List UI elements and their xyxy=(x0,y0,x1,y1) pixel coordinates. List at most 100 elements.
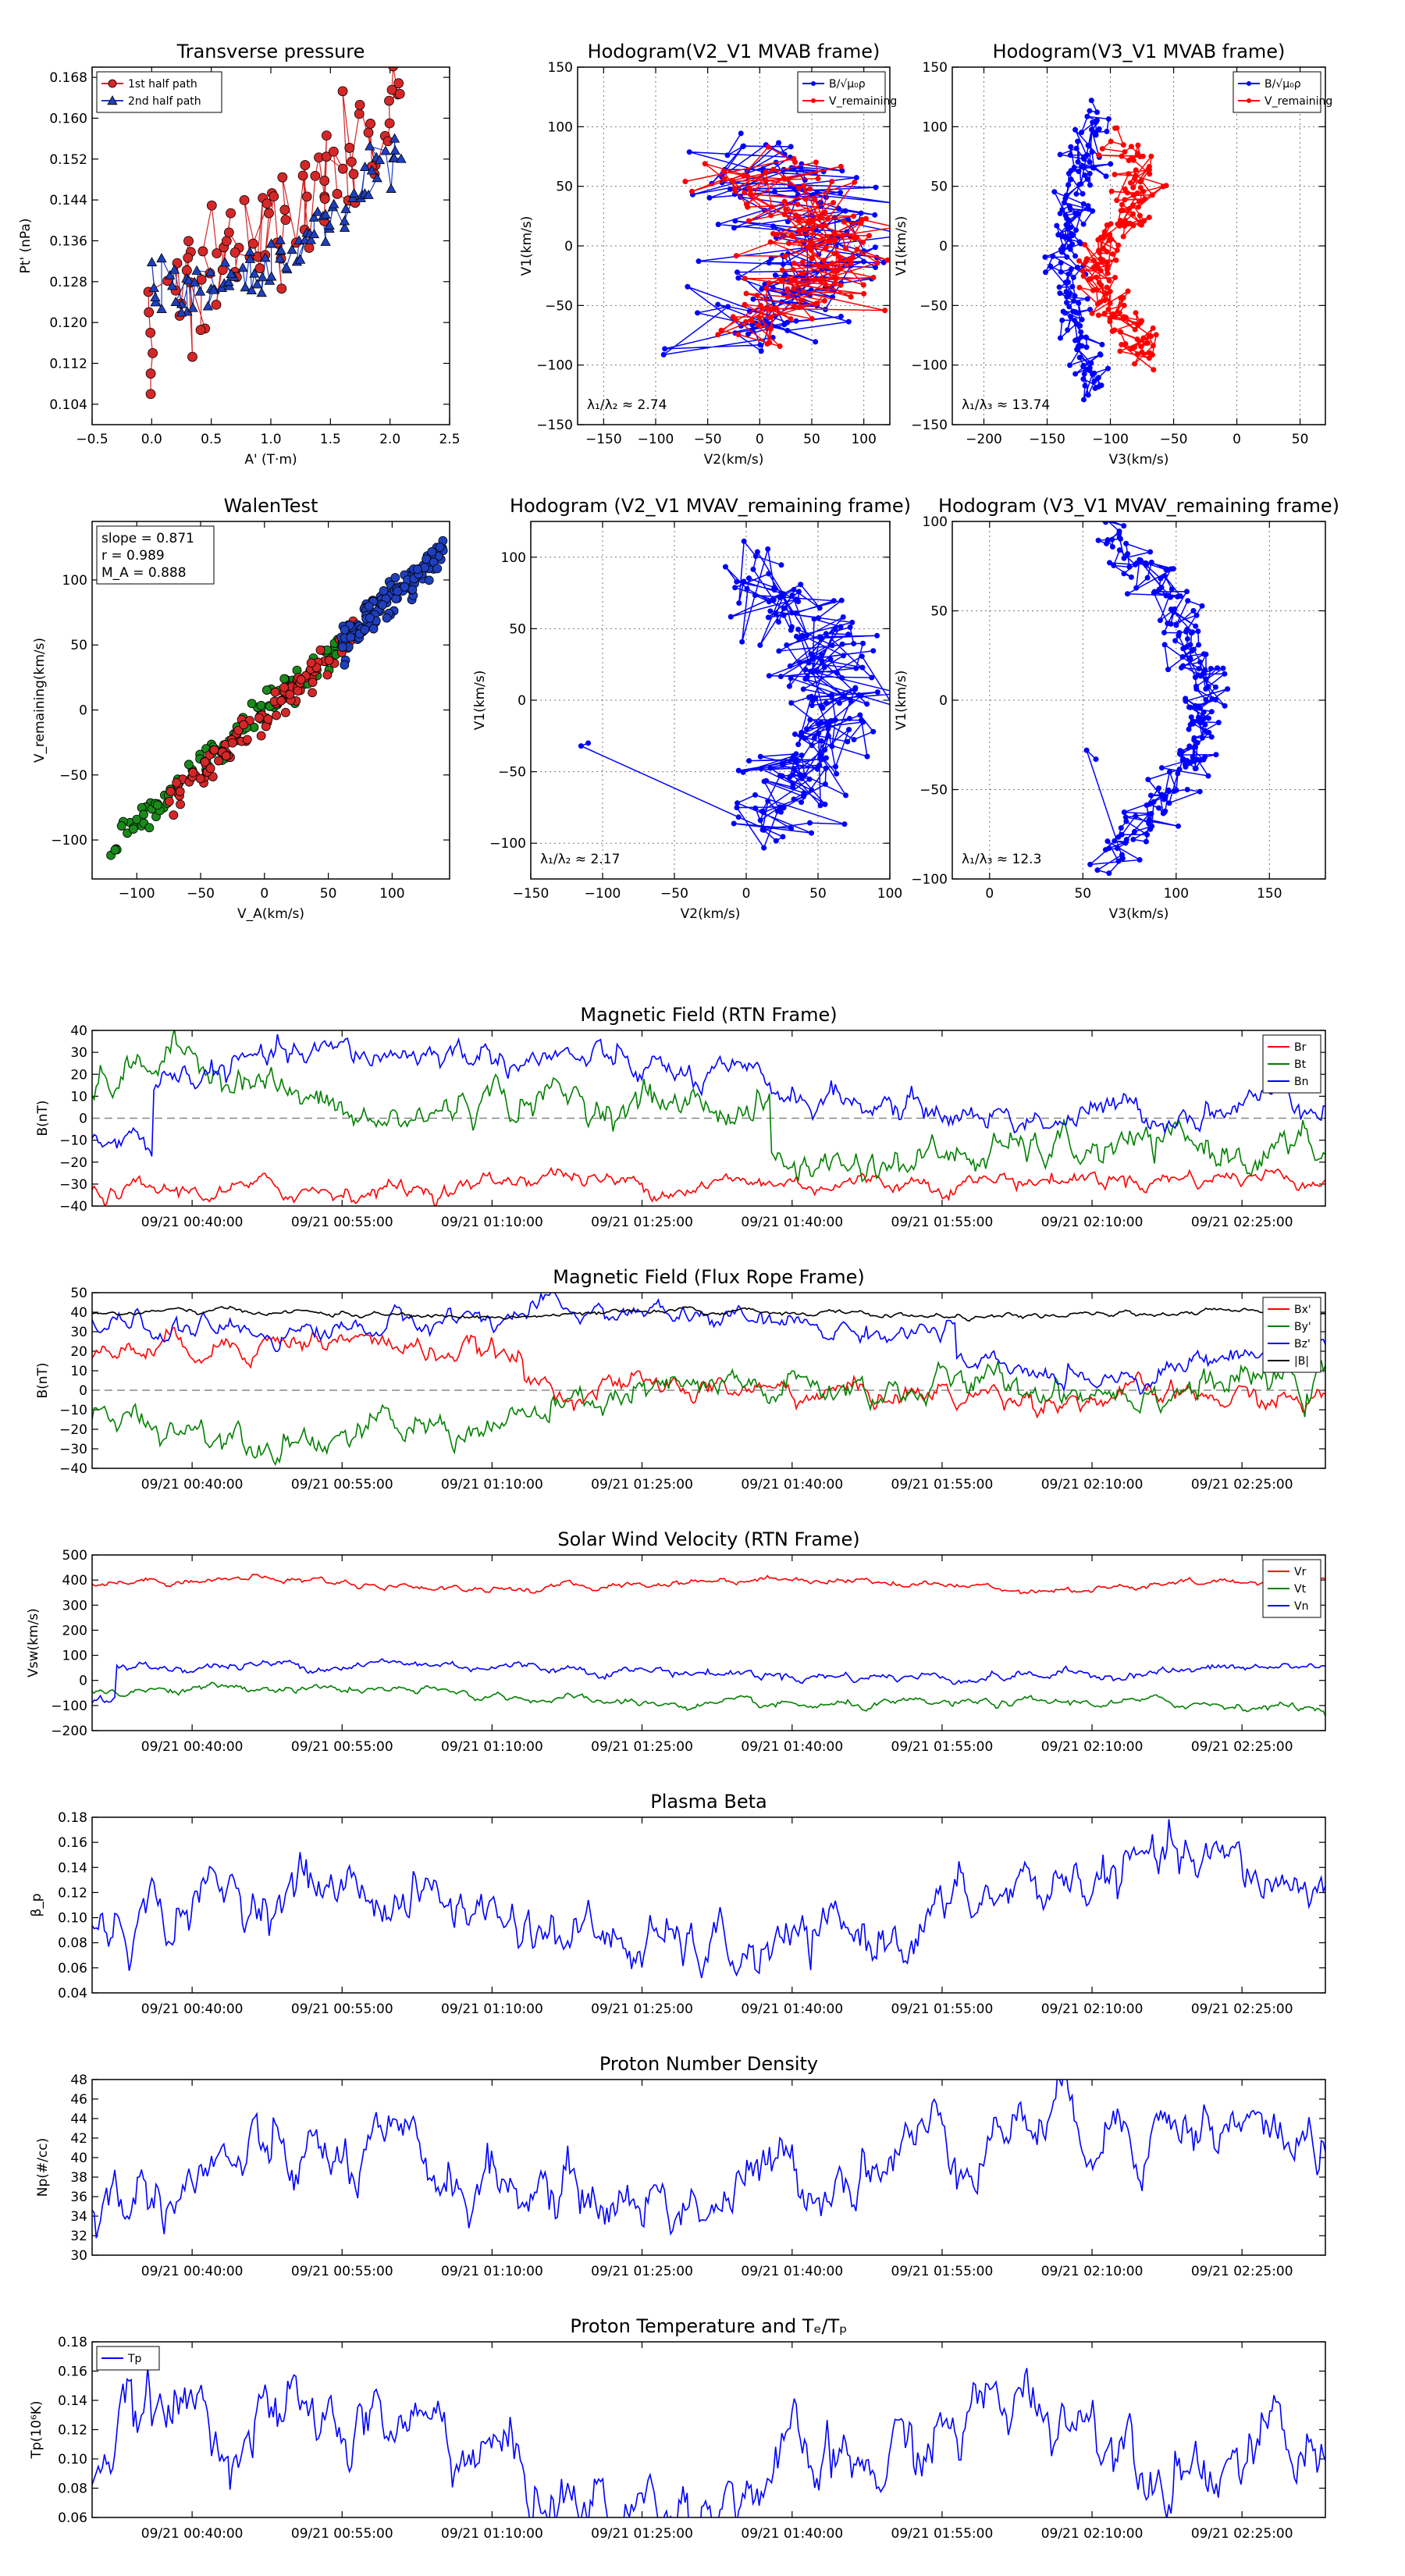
h31r-point-30 xyxy=(1148,559,1154,565)
tp-point-1st-50 xyxy=(277,172,288,183)
h31r-point-130 xyxy=(1202,721,1208,728)
h21r-point-212 xyxy=(809,830,815,836)
h31r-point-20 xyxy=(1111,562,1117,568)
h21r-point-60 xyxy=(840,614,846,620)
ytick-label-h31r-1: −50 xyxy=(919,783,948,799)
h21r-point-132 xyxy=(803,726,809,732)
tp-point-1st-28 xyxy=(217,265,228,276)
h31r-point-184 xyxy=(1156,785,1162,792)
h21r-point-53 xyxy=(811,616,817,622)
walen-point-1-3 xyxy=(315,645,325,655)
h21-point-r-33 xyxy=(784,294,791,300)
h31r-point-107 xyxy=(1200,671,1206,678)
ytick-label-beta-3: 0.10 xyxy=(58,1911,87,1927)
ylabel-vsw: Vsw(km/s) xyxy=(26,1608,41,1678)
h21r-point-195 xyxy=(822,781,828,787)
h21r-point-205 xyxy=(774,808,781,814)
h21r-point-82 xyxy=(795,626,802,632)
h21-point-r-4 xyxy=(735,331,742,337)
xtick-label-h31r-0: 0 xyxy=(985,886,994,902)
h21r-point-149 xyxy=(846,715,852,721)
h21-point-r-81 xyxy=(809,255,815,262)
legend-marker-1 xyxy=(107,95,118,105)
ytick-label-tpp-5: 0.16 xyxy=(58,2364,87,2380)
h21-point-r-21 xyxy=(759,305,765,311)
h21r-point-23 xyxy=(793,610,799,616)
xtick-label-mag_fr-7: 09/21 02:25:00 xyxy=(1191,1477,1293,1493)
h31r-point-211 xyxy=(1106,845,1112,852)
h31r-point-123 xyxy=(1202,728,1208,734)
tp-point-2nd-49 xyxy=(281,262,292,272)
h21-point-r-86 xyxy=(839,233,845,239)
h31-point-b-137 xyxy=(1078,334,1084,340)
h31r-point-39 xyxy=(1170,566,1176,572)
h31-point-b-140 xyxy=(1083,344,1090,350)
h31r-point-103 xyxy=(1193,686,1200,692)
legend-box xyxy=(1262,1559,1321,1618)
plot-area-tpp xyxy=(92,2366,1325,2517)
tp-point-1st-65 xyxy=(337,163,348,174)
axes-frame-walen xyxy=(91,521,450,880)
h21-point-r-92 xyxy=(785,240,791,247)
h21-point-b-70 xyxy=(766,260,772,266)
tp-point-1st-83 xyxy=(384,118,395,129)
tp-point-2nd-40 xyxy=(260,252,271,262)
xtick-label-tp-0: −0.5 xyxy=(76,432,108,447)
legend-marker-0 xyxy=(811,81,816,86)
h21-point-r-143 xyxy=(730,178,736,184)
h21-point-r-32 xyxy=(743,290,749,297)
xtick-label-h31r-1: 50 xyxy=(1074,886,1091,902)
ytick-label-h31-1: −100 xyxy=(911,358,948,374)
tp-point-1st-35 xyxy=(239,194,250,205)
h21r-point-148 xyxy=(815,720,821,727)
h21-point-b-75 xyxy=(860,258,866,265)
xtick-label-mag_rtn-6: 09/21 02:10:00 xyxy=(1041,1215,1144,1230)
axes-frame-beta xyxy=(91,1816,1326,1994)
h31-point-r-99 xyxy=(1104,262,1111,269)
h21r-point-6 xyxy=(754,549,760,555)
legend-label-2: Vn xyxy=(1294,1600,1308,1613)
walen-point-2-116 xyxy=(435,543,445,552)
xtick-label-walen-1: −50 xyxy=(187,886,215,902)
ytick-label-h31-5: 100 xyxy=(923,119,948,135)
h21-point-r-57 xyxy=(766,279,772,286)
h31r-point-8 xyxy=(1095,537,1101,543)
h21r-point-219 xyxy=(735,814,742,820)
h31-point-r-31 xyxy=(1122,197,1128,203)
xtick-label-beta-2: 09/21 01:10:00 xyxy=(441,2001,543,2017)
walen-point-1-86 xyxy=(293,686,303,696)
walen-point-1-60 xyxy=(195,774,205,784)
h21-point-r-116 xyxy=(795,218,802,224)
ylabel-beta: β_p xyxy=(29,1893,44,1916)
h31-point-b-87 xyxy=(1066,244,1072,250)
h31r-point-133 xyxy=(1186,726,1192,732)
h21-point-r-152 xyxy=(702,161,708,167)
walen-point-1-23 xyxy=(280,707,290,717)
series-vsw-1 xyxy=(92,1681,1325,1717)
h21-point-b-54 xyxy=(872,244,878,251)
walen-point-1-10 xyxy=(200,757,210,767)
walen-point-1-107 xyxy=(221,751,231,761)
ytick-label-walen-3: 50 xyxy=(70,638,87,653)
h21r-point-171 xyxy=(793,758,799,764)
tp-point-2nd-27 xyxy=(223,276,234,286)
xlabel-h31: V3(km/s) xyxy=(1109,452,1169,468)
ytick-label-np-7: 44 xyxy=(70,2112,87,2127)
h21r-point-194 xyxy=(823,765,829,771)
h31r-point-59 xyxy=(1185,598,1191,604)
tp-point-1st-54 xyxy=(301,191,312,202)
h21r-point-204 xyxy=(761,845,767,851)
tp-point-2nd-82 xyxy=(365,141,375,151)
h21r-point-203 xyxy=(734,805,740,811)
legend-label-1: Vt xyxy=(1294,1583,1307,1596)
h21-point-b-158 xyxy=(724,152,731,158)
ylabel-np: Np(#/cc) xyxy=(35,2138,51,2197)
h31-point-r-123 xyxy=(1125,288,1131,294)
h31r-point-213 xyxy=(1136,856,1143,863)
xtick-label-mag_rtn-4: 09/21 01:40:00 xyxy=(741,1215,843,1230)
h21-point-b-2 xyxy=(725,304,731,310)
ytick-label-tpp-1: 0.08 xyxy=(58,2482,87,2497)
ytick-label-h31r-4: 100 xyxy=(923,514,948,530)
h31-point-r-9 xyxy=(1119,153,1125,159)
ytick-label-beta-1: 0.06 xyxy=(58,1961,87,1976)
